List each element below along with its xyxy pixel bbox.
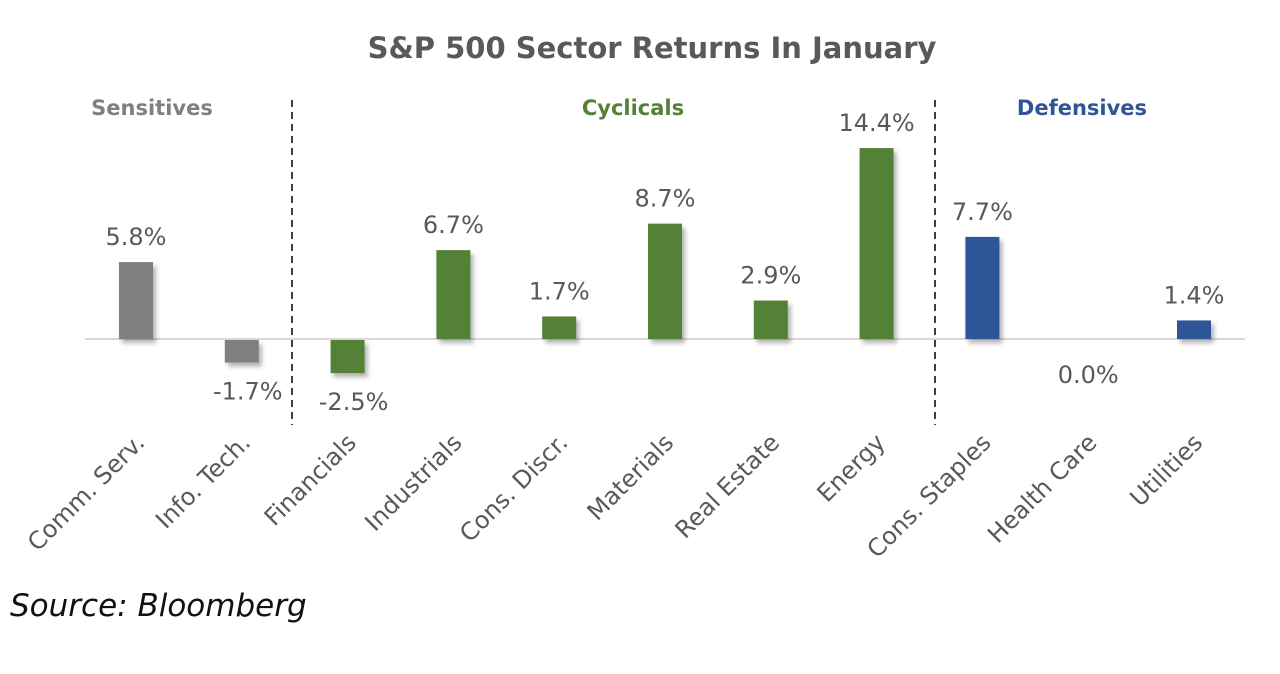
data-label: 1.4%: [1164, 281, 1225, 309]
bar: [330, 340, 365, 374]
data-label: 7.7%: [952, 198, 1013, 226]
data-label: 0.0%: [1058, 361, 1119, 389]
bar: [648, 223, 682, 339]
category-label: Utilities: [1125, 428, 1209, 512]
category-label: Financials: [259, 428, 362, 531]
source-note: Source: Bloomberg: [10, 588, 307, 624]
category-label: Cons. Discr.: [454, 428, 573, 547]
data-label: 14.4%: [838, 109, 914, 137]
group-label: Sensitives: [91, 96, 213, 120]
chart-title: S&P 500 Sector Returns In January: [368, 31, 937, 65]
bar: [436, 250, 471, 339]
bar: [753, 300, 788, 339]
bar: [224, 340, 259, 363]
data-label: 8.7%: [635, 185, 696, 213]
category-label: Comm. Serv.: [22, 428, 150, 556]
bar: [119, 262, 153, 339]
category-label: Industrials: [359, 428, 467, 536]
category-label: Health Care: [982, 428, 1102, 548]
group-label: Defensives: [1017, 96, 1147, 120]
data-label: 6.7%: [423, 211, 484, 239]
bar: [859, 148, 894, 339]
data-label: 5.8%: [106, 223, 167, 251]
category-label: Materials: [582, 428, 680, 526]
category-label: Real Estate: [670, 428, 785, 543]
category-label: Info. Tech.: [150, 428, 256, 534]
bar: [1177, 320, 1211, 339]
bar: [542, 316, 577, 339]
data-label: -2.5%: [319, 388, 389, 416]
data-label: 2.9%: [740, 262, 801, 290]
data-label: -1.7%: [213, 378, 283, 406]
category-label: Energy: [812, 428, 891, 507]
group-label: Cyclicals: [582, 96, 684, 120]
bar: [965, 236, 1000, 339]
data-label: 1.7%: [529, 277, 590, 305]
